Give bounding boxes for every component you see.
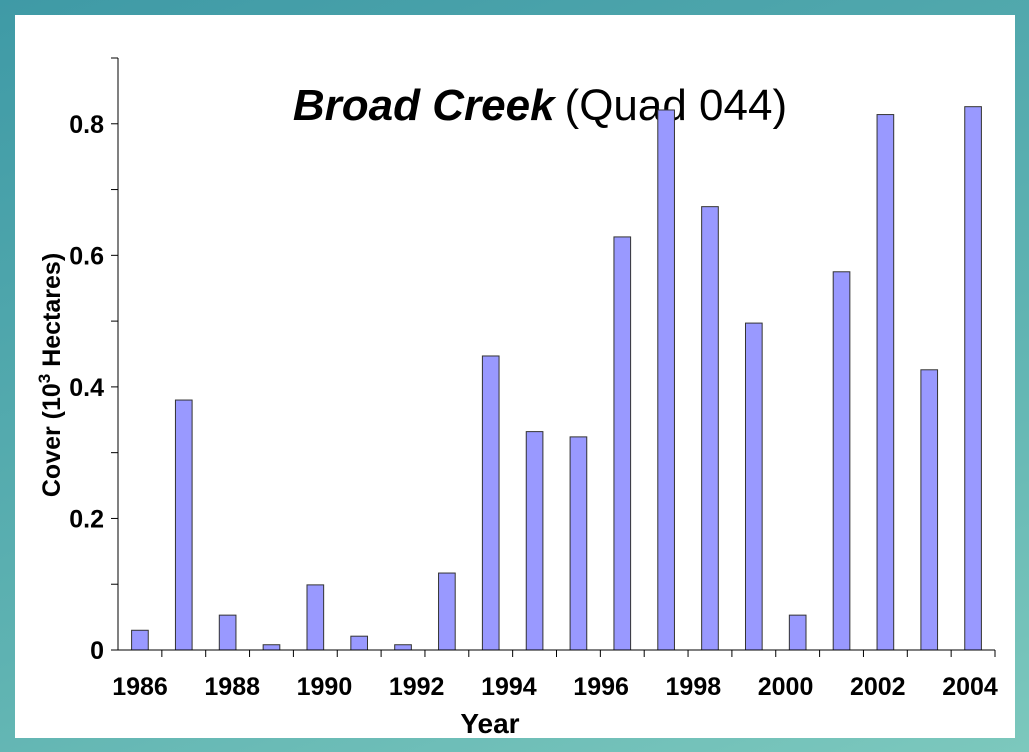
bar bbox=[525, 431, 544, 651]
x-axis-label: Year bbox=[460, 708, 519, 739]
bar bbox=[657, 109, 675, 651]
bar bbox=[832, 271, 851, 651]
bar bbox=[964, 106, 982, 651]
bar bbox=[438, 572, 456, 651]
x-tick-label: 1988 bbox=[204, 673, 260, 701]
x-tick-label: 1992 bbox=[389, 673, 445, 701]
y-tick-label: 0.4 bbox=[69, 374, 104, 402]
y-tick-label: 0.6 bbox=[69, 242, 104, 270]
x-tick-label: 1996 bbox=[573, 673, 629, 701]
bar bbox=[262, 644, 281, 651]
x-tick-label: 1994 bbox=[481, 673, 537, 701]
x-tick-label: 1986 bbox=[112, 673, 168, 701]
bar bbox=[788, 614, 807, 651]
bar bbox=[218, 614, 237, 651]
bar bbox=[569, 436, 588, 651]
title-quad: (Quad 044) bbox=[565, 81, 788, 130]
bar bbox=[876, 114, 895, 651]
bar bbox=[306, 584, 325, 651]
bar bbox=[920, 369, 939, 651]
bar bbox=[394, 644, 412, 651]
bar bbox=[481, 355, 500, 651]
title-name: Broad Creek bbox=[293, 81, 557, 130]
y-label-sup: 3 bbox=[35, 374, 54, 383]
y-tick-label: 0 bbox=[90, 637, 104, 665]
bar bbox=[701, 206, 719, 651]
x-tick-label: 2002 bbox=[850, 673, 906, 701]
y-tick-label: 0.8 bbox=[69, 111, 104, 139]
bar bbox=[131, 629, 149, 651]
y-axis-label: Cover (103 Hectares) bbox=[35, 253, 66, 497]
y-label-end: Hectares) bbox=[38, 253, 66, 374]
bar bbox=[174, 399, 193, 651]
x-tick-label: 1990 bbox=[297, 673, 353, 701]
bar bbox=[350, 635, 369, 651]
bar bbox=[613, 236, 632, 651]
chart-title: Broad Creek (Quad 044) bbox=[293, 81, 787, 130]
y-label-start: Cover (10 bbox=[38, 383, 66, 497]
x-tick-label: 2004 bbox=[942, 673, 998, 701]
bar bbox=[744, 322, 763, 651]
x-tick-label: 1998 bbox=[666, 673, 722, 701]
y-tick-label: 0.2 bbox=[69, 505, 104, 533]
x-tick-label: 2000 bbox=[758, 673, 814, 701]
